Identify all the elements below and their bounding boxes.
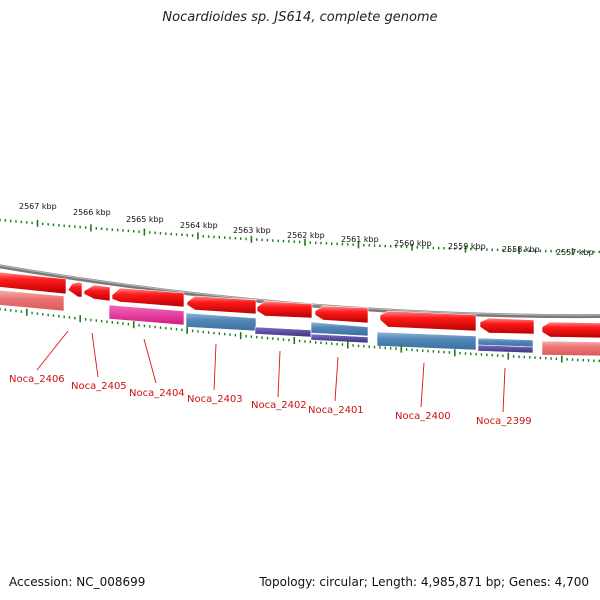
ruler-label: 2566 kbp — [73, 208, 111, 217]
ruler-label: 2565 kbp — [126, 215, 164, 224]
cds-feature[interactable] — [541, 340, 600, 357]
cds-feature[interactable] — [254, 326, 312, 338]
ruler-label: 2561 kbp — [341, 235, 379, 244]
leader-line — [143, 338, 157, 384]
leader-line — [334, 356, 339, 402]
gene-label[interactable]: Noca_2401 — [308, 405, 364, 416]
ruler-label: 2567 kbp — [19, 202, 57, 211]
ruler-label: 2558 kbp — [502, 245, 540, 254]
cds-feature[interactable] — [379, 310, 477, 332]
ruler-labels: 2567 kbp 2566 kbp 2565 kbp 2564 kbp 2563… — [19, 202, 594, 257]
cds-feature[interactable] — [0, 289, 65, 312]
ruler-label: 2557 kbp — [556, 248, 594, 257]
leader-line — [213, 343, 217, 391]
cds-feature[interactable] — [479, 317, 535, 335]
gene-label[interactable]: Noca_2406 — [9, 374, 65, 385]
ruler-label: 2560 kbp — [394, 239, 432, 248]
reverse-strand — [0, 289, 600, 357]
page-title: Nocardioides sp. JS614, complete genome — [162, 10, 438, 25]
ruler-label: 2562 kbp — [287, 231, 325, 240]
gene-label[interactable]: Noca_2402 — [251, 400, 307, 411]
cds-feature[interactable] — [541, 321, 600, 339]
cds-feature[interactable] — [185, 312, 257, 332]
ruler-ticks — [0, 218, 600, 256]
cds-feature[interactable] — [256, 300, 313, 319]
leader-line — [36, 330, 69, 371]
cds-feature[interactable] — [310, 333, 369, 344]
gene-label[interactable]: Noca_2405 — [71, 381, 127, 392]
cds-feature[interactable] — [376, 331, 477, 351]
genome-stats-text: Topology: circular; Length: 4,985,871 bp… — [259, 575, 589, 589]
ruler-label: 2559 kbp — [448, 242, 486, 251]
leader-line — [502, 367, 506, 413]
gene-label[interactable]: Noca_2404 — [129, 388, 185, 399]
cds-feature[interactable] — [108, 304, 185, 326]
forward-strand — [0, 271, 600, 339]
gene-label[interactable]: Noca_2403 — [187, 394, 243, 405]
ruler-label: 2564 kbp — [180, 221, 218, 230]
cds-feature[interactable] — [67, 281, 83, 298]
ruler-label: 2563 kbp — [233, 226, 271, 235]
cds-feature[interactable] — [111, 287, 185, 308]
cds-feature[interactable] — [83, 284, 111, 302]
gene-labels: Noca_2406 Noca_2405 Noca_2404 Noca_2403 … — [9, 374, 532, 427]
leader-line — [91, 332, 99, 378]
cds-feature[interactable] — [477, 344, 534, 354]
cds-feature[interactable] — [186, 295, 257, 315]
cds-feature[interactable] — [310, 321, 369, 337]
leader-line — [420, 362, 425, 408]
leader-line — [277, 350, 281, 398]
gene-leader-lines — [36, 330, 506, 413]
gene-label[interactable]: Noca_2399 — [476, 416, 532, 427]
gene-label[interactable]: Noca_2400 — [395, 411, 451, 422]
inner-ruler-ticks — [0, 307, 600, 363]
accession-text: Accession: NC_008699 — [9, 575, 146, 589]
cds-feature[interactable] — [0, 271, 67, 295]
cds-feature[interactable] — [314, 305, 369, 324]
